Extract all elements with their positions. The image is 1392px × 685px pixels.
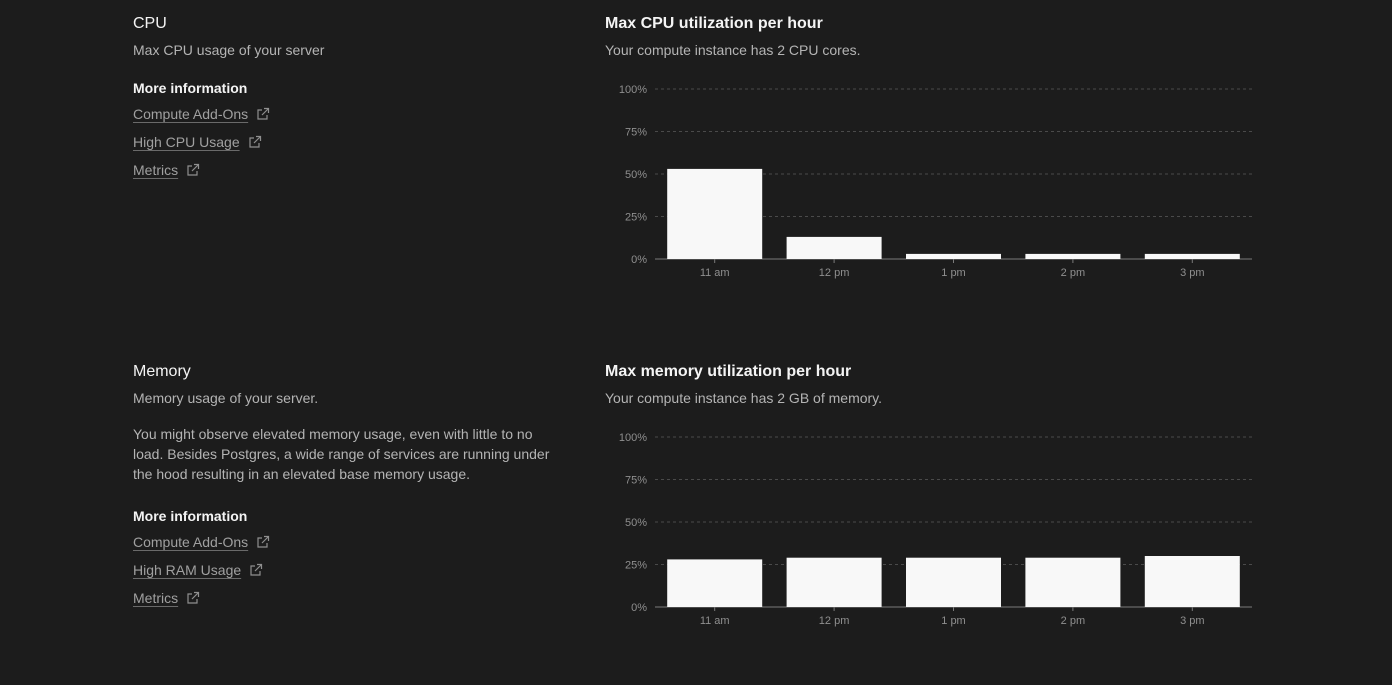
external-link-icon [186,163,200,177]
memory-chart-title: Max memory utilization per hour [605,363,852,380]
x-tick-label: 11 am [700,615,730,627]
y-tick-label: 75% [625,127,647,139]
x-tick-label: 11 am [700,267,730,279]
y-tick-label: 50% [625,169,647,181]
external-link-icon [248,135,262,149]
bar-3-pm [1144,556,1240,607]
memory-chart-panel: Max memory utilization per hour Your com… [605,362,1265,627]
memory-links: Compute Add-Ons High RAM Usage Metrics [133,528,563,612]
memory-info: Memory Memory usage of your server. You … [133,362,563,612]
memory-more-information-heading: More information [133,508,248,524]
link-label[interactable]: High CPU Usage [133,134,240,150]
bar-2-pm [1025,253,1121,259]
link-label[interactable]: Metrics [133,590,179,606]
cpu-links: Compute Add-Ons High CPU Usage Metrics [133,100,563,184]
x-tick-label: 1 pm [941,267,965,279]
y-tick-label: 75% [625,475,647,487]
bar-12-pm [786,236,882,259]
cpu-bar-chart: 0% 25% 50% 75% 100% 11 am 12 pm 1 pm 2 pm 3 pm [619,84,1252,279]
y-tick-label: 100% [619,432,647,444]
memory-link-metrics[interactable]: Metrics [133,584,563,612]
cpu-more-information-heading: More information [133,80,248,96]
cpu-chart-title: Max CPU utilization per hour [605,15,823,32]
link-label[interactable]: Compute Add-Ons [133,106,249,122]
y-tick-label: 25% [625,212,647,224]
memory-chart-subtitle: Your compute instance has 2 GB of memory… [605,390,883,406]
x-tick-label: 2 pm [1061,615,1085,627]
cpu-link-metrics[interactable]: Metrics [133,156,563,184]
bar-1-pm [906,253,1001,259]
x-tick-label: 12 pm [819,615,850,627]
external-link-icon [256,107,270,121]
memory-link-compute-add-ons[interactable]: Compute Add-Ons [133,528,563,556]
y-tick-label: 0% [631,602,647,614]
x-tick-label: 2 pm [1061,267,1085,279]
cpu-title: CPU [133,15,167,32]
external-link-icon [256,535,270,549]
bar-1-pm [906,557,1001,607]
x-tick-label: 3 pm [1180,267,1204,279]
y-tick-label: 0% [631,254,647,266]
x-tick-label: 1 pm [941,615,965,627]
cpu-info: CPU Max CPU usage of your server More in… [133,14,563,184]
memory-description: You might observe elevated memory usage,… [133,426,550,482]
external-link-icon [186,591,200,605]
memory-subtitle: Memory usage of your server. [133,390,319,406]
link-label[interactable]: Compute Add-Ons [133,534,249,550]
bar-11-am [667,559,763,607]
memory-bar-chart: 0% 25% 50% 75% 100% 11 am 12 pm 1 pm 2 pm 3 pm [619,432,1252,627]
link-label[interactable]: High RAM Usage [133,562,242,578]
cpu-link-high-cpu-usage[interactable]: High CPU Usage [133,128,563,156]
y-tick-label: 100% [619,84,647,96]
cpu-link-compute-add-ons[interactable]: Compute Add-Ons [133,100,563,128]
cpu-chart-subtitle: Your compute instance has 2 CPU cores. [605,42,861,58]
bar-2-pm [1025,557,1121,607]
link-label[interactable]: Metrics [133,162,179,178]
y-tick-label: 50% [625,517,647,529]
cpu-chart-panel: Max CPU utilization per hour Your comput… [605,14,1265,279]
bar-3-pm [1144,253,1240,259]
memory-title: Memory [133,363,191,380]
cpu-subtitle: Max CPU usage of your server [133,42,325,58]
x-tick-label: 3 pm [1180,615,1204,627]
bar-11-am [667,168,763,259]
external-link-icon [249,563,263,577]
memory-link-high-ram-usage[interactable]: High RAM Usage [133,556,563,584]
bar-12-pm [786,557,882,607]
y-tick-label: 25% [625,560,647,572]
x-tick-label: 12 pm [819,267,850,279]
